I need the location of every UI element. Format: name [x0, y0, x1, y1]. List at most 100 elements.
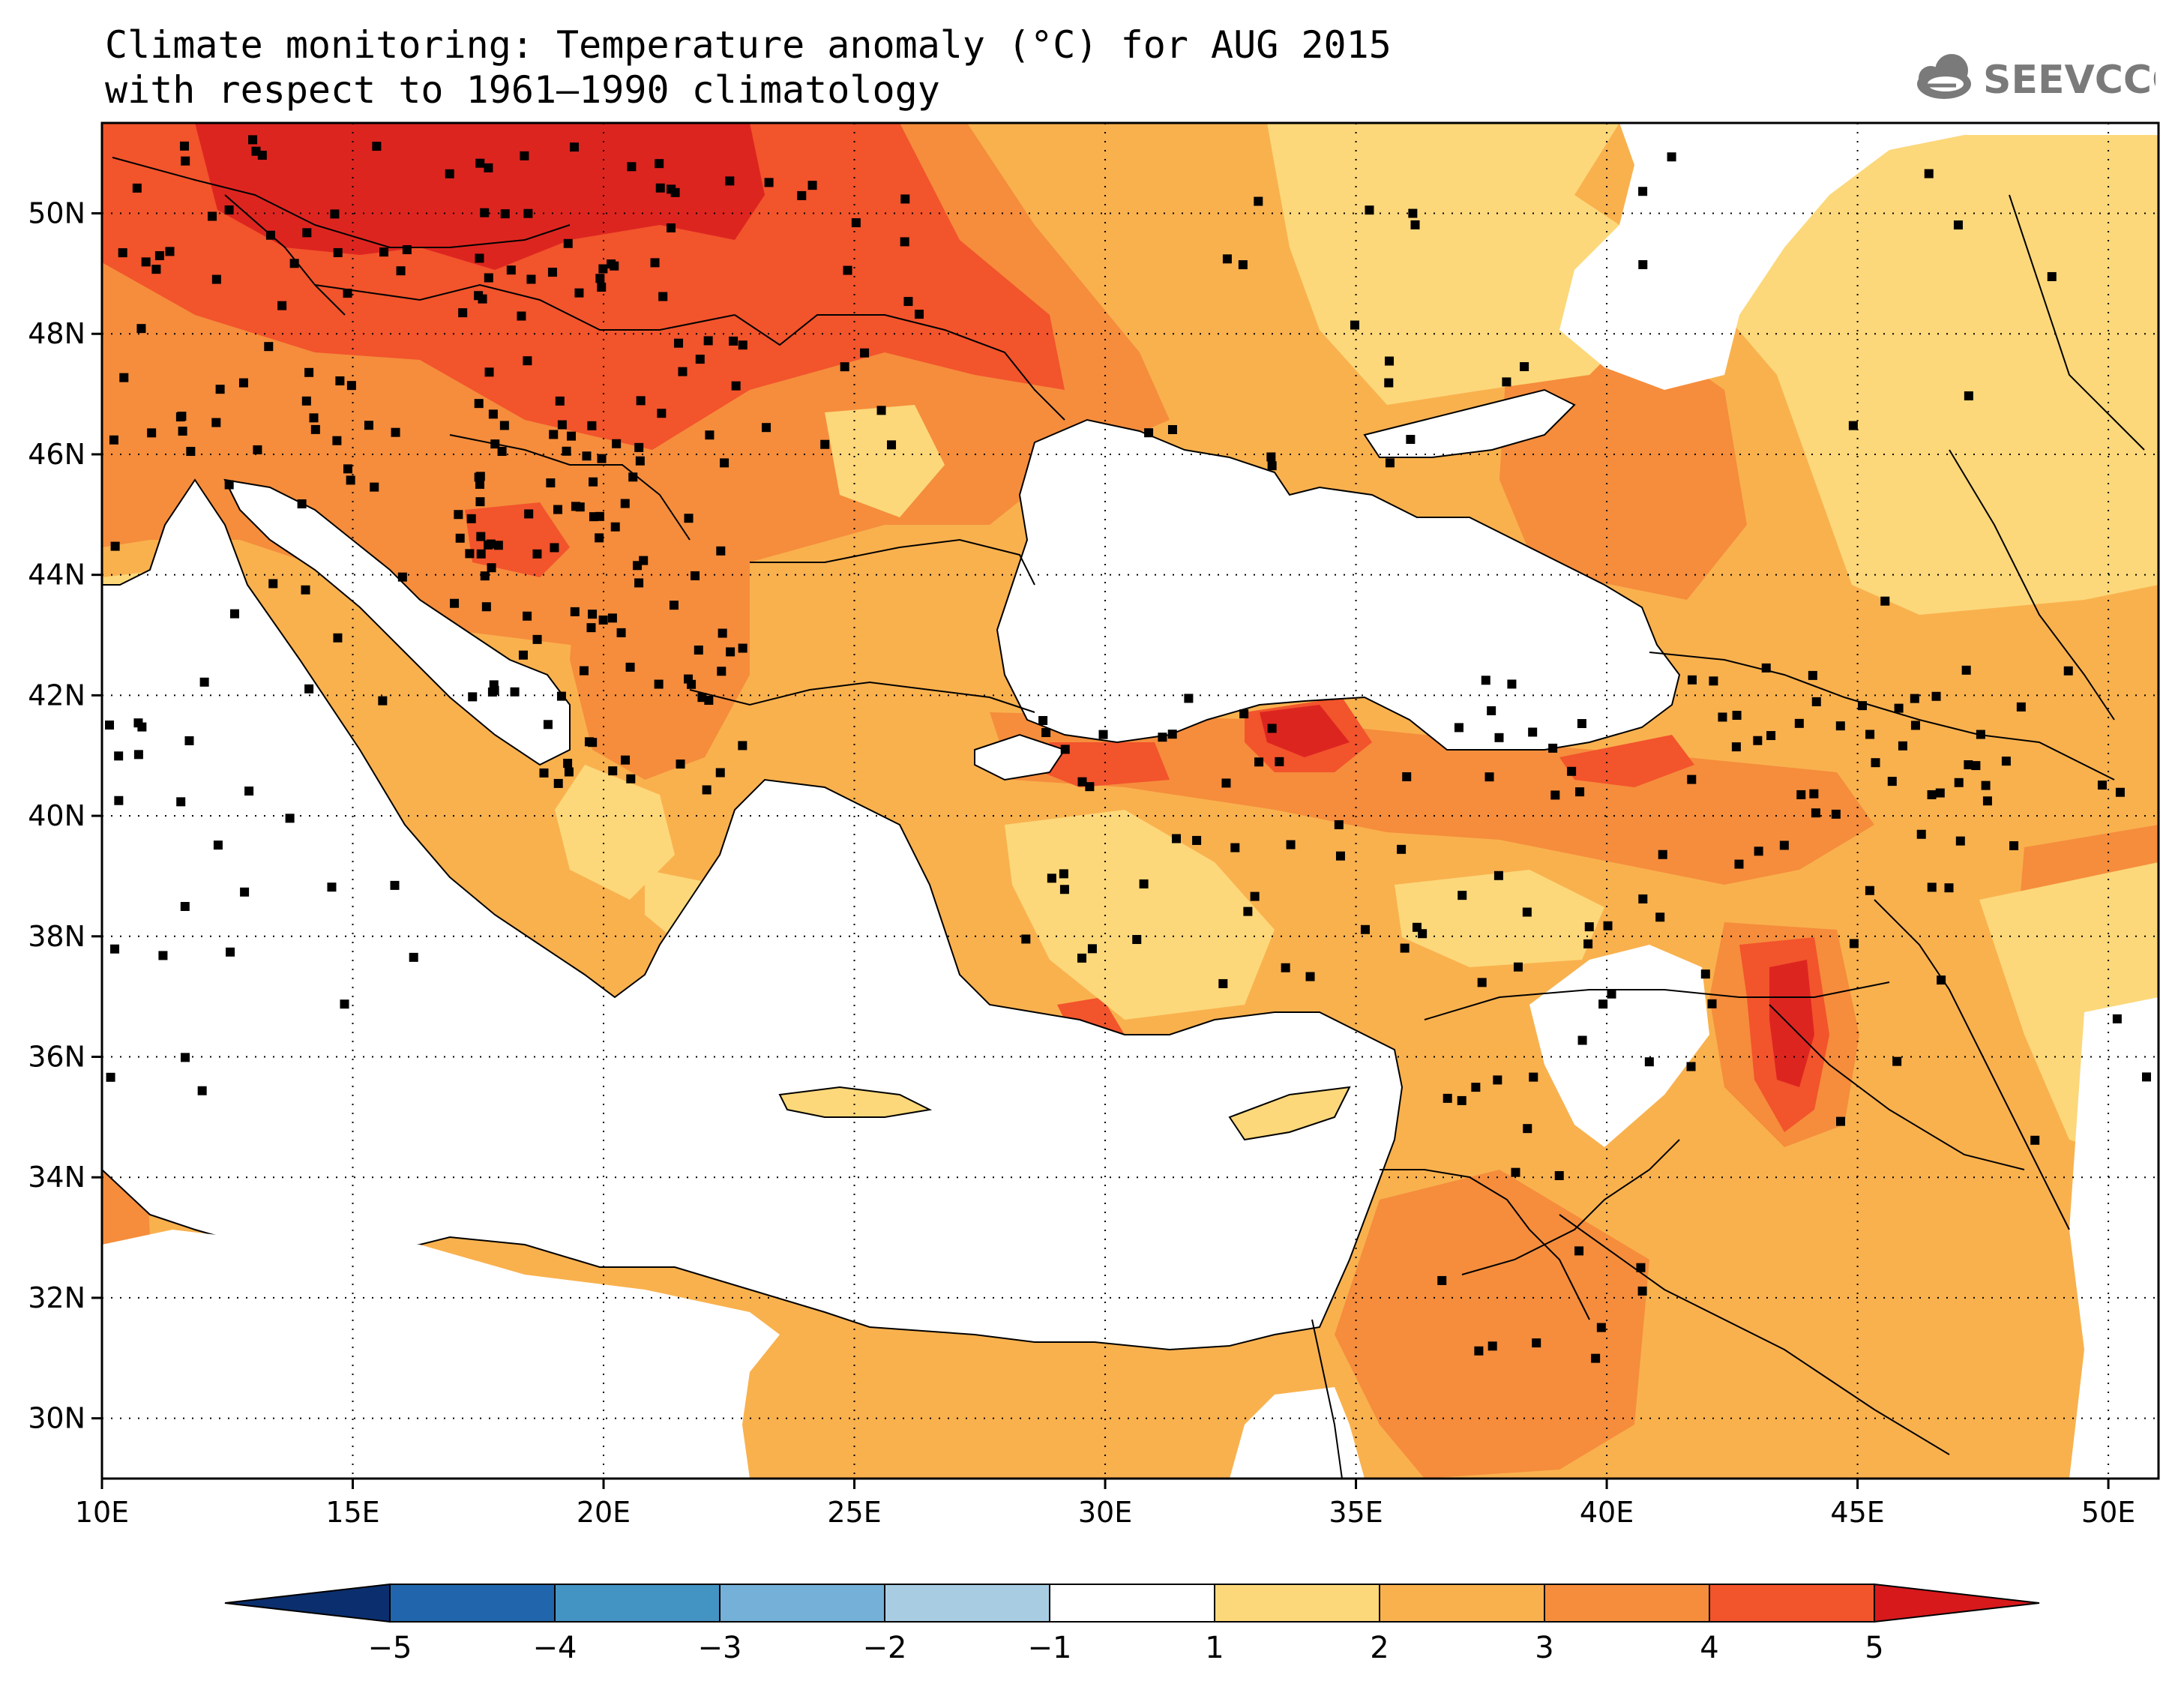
station-marker: [165, 247, 175, 256]
station-marker: [1239, 709, 1249, 719]
anomaly-zone-1-2: [555, 765, 675, 900]
station-marker: [1267, 461, 1277, 471]
station-marker: [2063, 666, 2073, 676]
anomaly-zone-1-2: [1005, 810, 1275, 1020]
station-marker: [1831, 809, 1841, 819]
station-marker: [1955, 836, 1965, 846]
station-marker: [340, 999, 349, 1009]
station-marker: [725, 176, 735, 186]
station-marker: [550, 543, 559, 553]
station-marker: [1944, 883, 1954, 893]
station-marker: [1494, 733, 1504, 742]
station-marker: [1021, 934, 1031, 944]
colorbar-label: 2: [1370, 1631, 1389, 1665]
station-marker: [397, 572, 407, 582]
station-marker: [244, 787, 254, 796]
station-marker: [876, 406, 886, 415]
station-marker: [694, 645, 703, 655]
station-marker: [1687, 675, 1697, 685]
station-marker: [1924, 169, 1934, 178]
longitude-axis: 10E 15E 20E 25E 30E 35E 40E 45E 50E: [75, 1479, 2135, 1529]
station-marker: [1935, 788, 1945, 798]
cyprus-island: [1228, 1086, 1351, 1141]
station-marker: [579, 666, 589, 676]
station-marker: [820, 439, 830, 449]
y-tick-label: 50N: [28, 197, 85, 230]
station-marker: [248, 135, 258, 145]
station-marker: [1334, 820, 1344, 829]
station-marker: [1931, 691, 1941, 701]
station-marker: [1811, 808, 1820, 818]
station-marker: [1511, 1167, 1520, 1177]
station-marker: [1887, 777, 1897, 787]
station-marker: [1667, 152, 1676, 162]
station-marker: [608, 766, 618, 776]
station-marker: [474, 472, 484, 482]
colorbar-label: 1: [1205, 1631, 1224, 1665]
colorbar-label: −1: [1028, 1631, 1072, 1665]
station-marker: [370, 482, 379, 492]
station-marker: [2115, 787, 2125, 797]
station-marker: [1222, 254, 1232, 264]
station-marker: [497, 447, 507, 457]
station-marker: [1583, 939, 1593, 948]
station-marker: [484, 367, 494, 377]
station-marker: [1865, 885, 1874, 895]
syria-desert-nodata: [1529, 945, 1709, 1147]
latitude-axis: 30N 32N 34N 36N 38N 40N 42N 44N 46N 48N 50N: [28, 197, 102, 1435]
station-marker: [2030, 1135, 2040, 1145]
country-borders: [112, 157, 2145, 1479]
station-marker: [621, 755, 631, 765]
station-marker: [510, 687, 520, 697]
station-marker: [133, 718, 143, 728]
station-marker: [553, 778, 563, 788]
station-marker: [1548, 743, 1558, 753]
station-marker: [1059, 885, 1069, 894]
station-marker: [285, 814, 295, 823]
station-marker: [475, 158, 485, 168]
station-marker: [840, 362, 849, 372]
logo-text: SEEVCCC: [1983, 58, 2156, 103]
station-marker: [211, 418, 221, 427]
station-marker: [1718, 712, 1727, 722]
station-marker: [184, 736, 194, 745]
station-marker: [2047, 271, 2057, 281]
colorbar-segment: [884, 1584, 1050, 1623]
y-tick-label: 46N: [28, 438, 85, 471]
colorbar-segment: [389, 1584, 556, 1623]
station-marker: [1365, 205, 1374, 215]
station-marker: [114, 796, 124, 805]
station-marker: [500, 209, 510, 219]
station-marker: [199, 677, 209, 687]
station-marker: [562, 446, 571, 456]
station-marker: [1754, 846, 1763, 856]
station-marker: [549, 430, 559, 439]
station-marker: [476, 532, 486, 541]
station-marker: [1809, 789, 1819, 799]
colorbar-segment: [1379, 1584, 1545, 1623]
station-marker: [475, 497, 485, 507]
station-marker: [489, 680, 499, 690]
station-marker: [598, 264, 608, 274]
adriatic-sea: [223, 478, 571, 766]
station-marker: [1554, 1170, 1564, 1180]
station-marker: [1350, 320, 1359, 330]
station-marker: [598, 615, 608, 625]
station-marker: [1637, 1286, 1647, 1296]
y-tick-label: 44N: [28, 559, 85, 592]
station-marker: [762, 423, 771, 433]
station-marker: [181, 1053, 190, 1062]
station-marker: [289, 259, 299, 268]
station-marker: [1230, 843, 1240, 852]
station-marker: [1964, 391, 1973, 400]
cloud-icon: [1917, 54, 1971, 99]
station-marker: [297, 499, 307, 509]
station-marker: [364, 421, 373, 430]
station-marker: [481, 602, 491, 612]
station-marker: [1916, 829, 1926, 839]
station-marker: [484, 540, 493, 550]
station-marker: [1865, 730, 1875, 739]
station-marker: [1753, 736, 1763, 745]
station-marker: [524, 509, 534, 519]
station-marker: [588, 738, 598, 748]
